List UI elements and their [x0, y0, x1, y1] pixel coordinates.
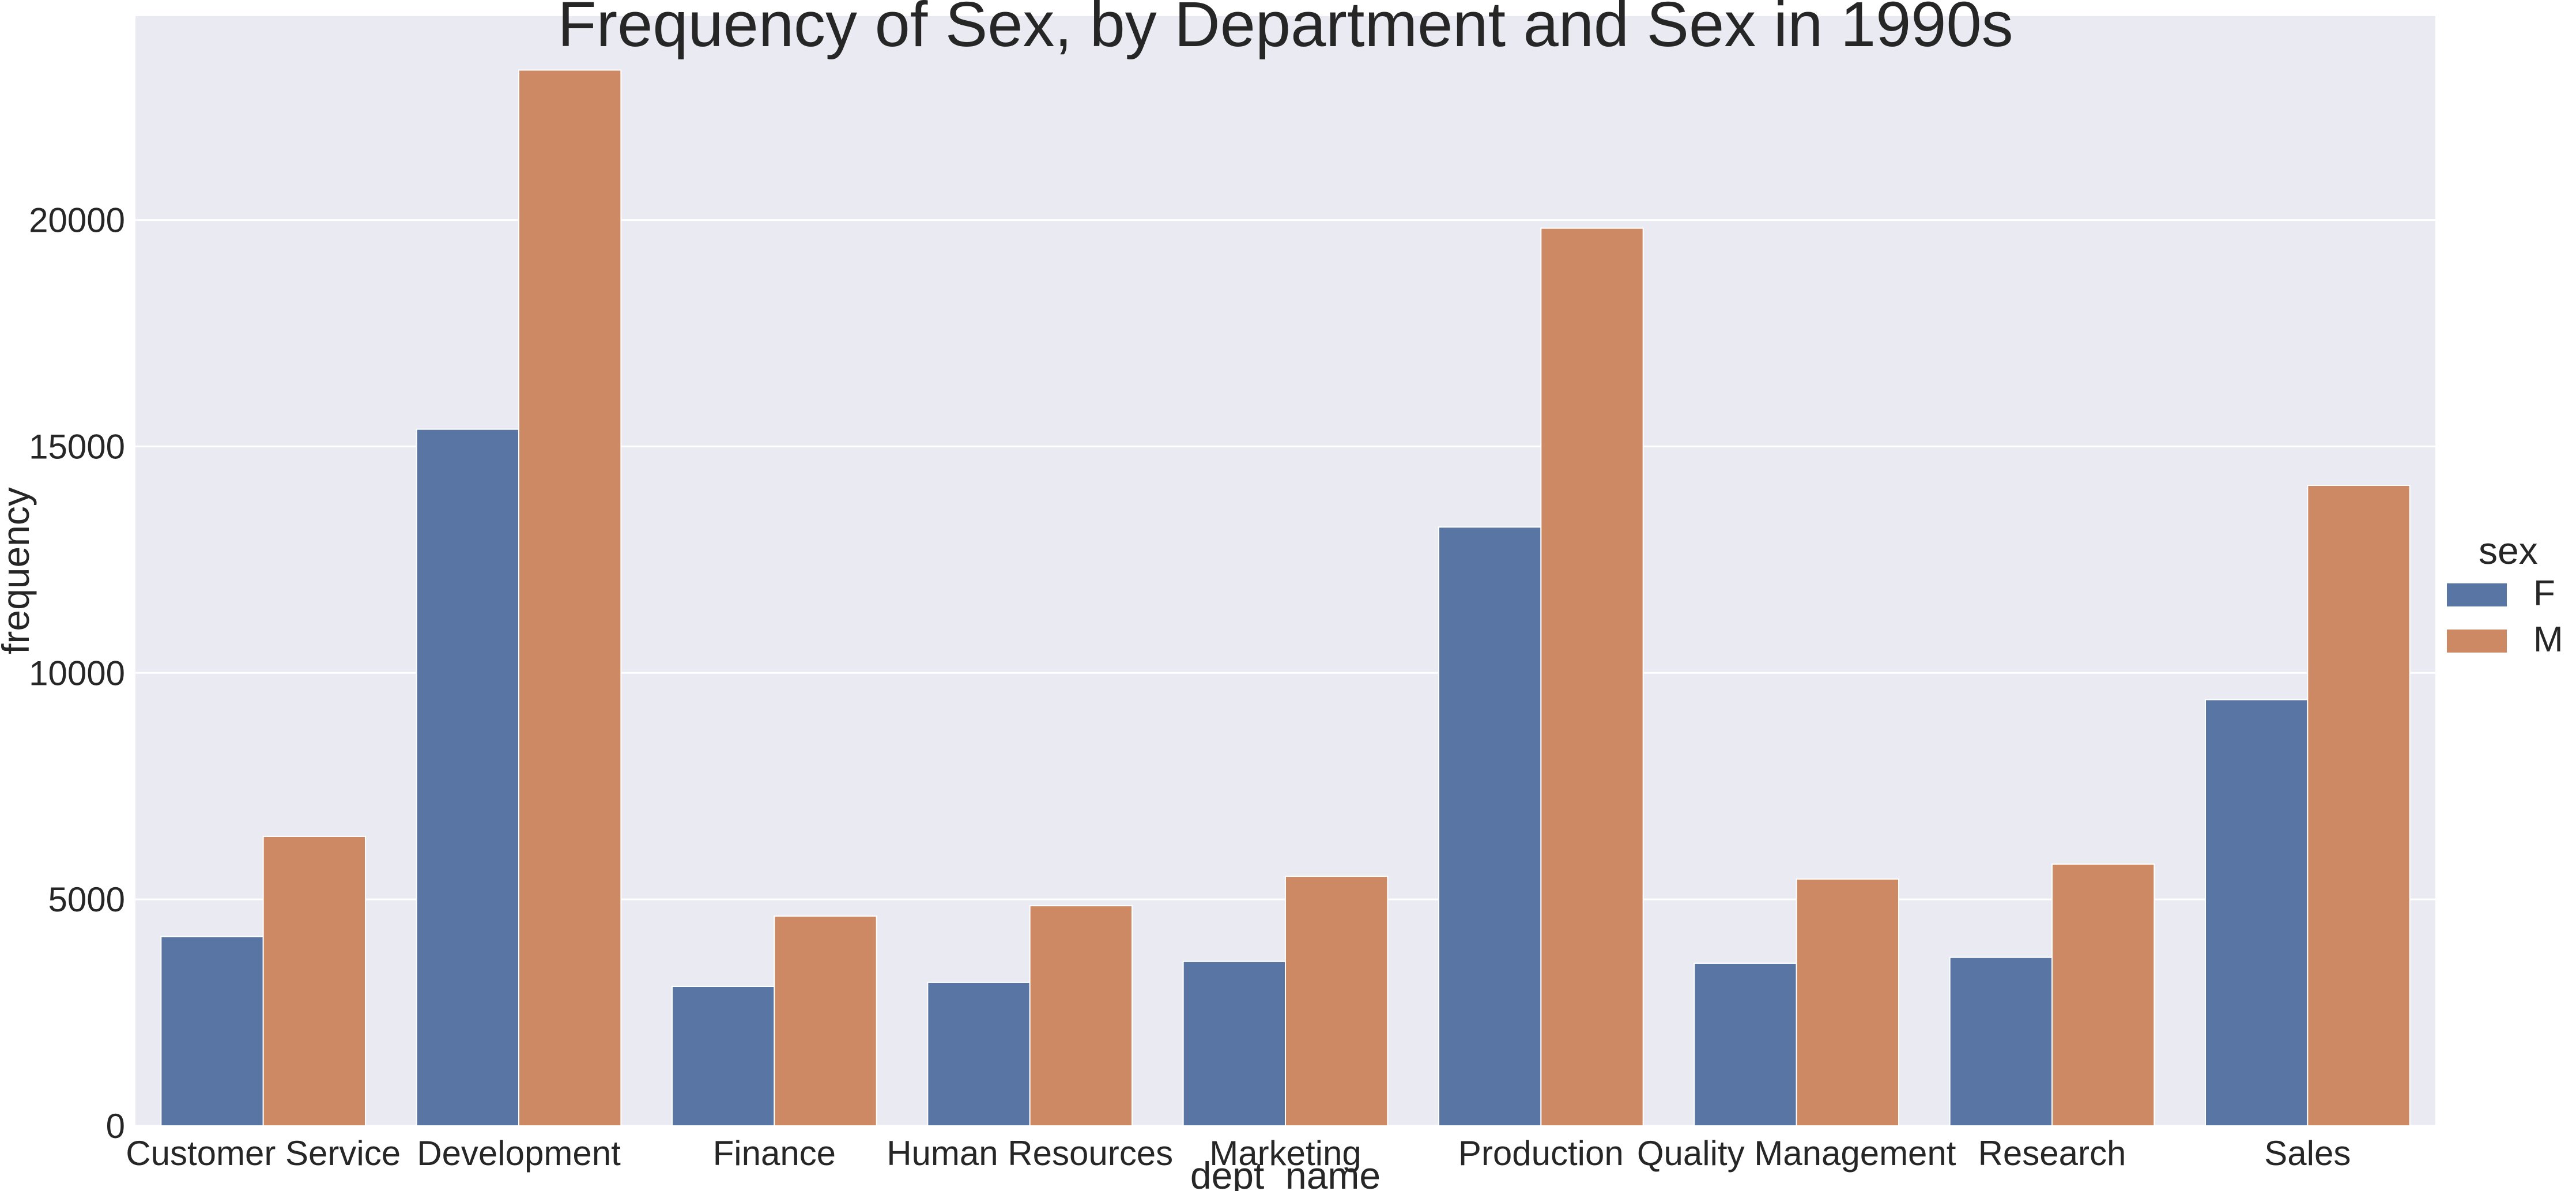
y-tick-label: 5000 — [48, 880, 125, 919]
bar-f-development — [416, 428, 520, 1126]
legend-label-f: F — [2533, 574, 2555, 613]
bar-f-marketing — [1182, 960, 1287, 1127]
bar-m-production — [1540, 227, 1644, 1127]
y-tick-label: 0 — [106, 1107, 125, 1145]
x-tick-label: Marketing — [1209, 1134, 1361, 1173]
bar-f-production — [1438, 526, 1542, 1126]
legend-swatch-m — [2447, 630, 2507, 653]
x-tick-label: Sales — [2264, 1134, 2351, 1173]
bar-m-customer-service — [262, 835, 366, 1127]
y-axis-label: frequency — [0, 487, 37, 654]
bars — [160, 69, 2411, 1127]
x-tick-label: Production — [1458, 1134, 1624, 1173]
legend-swatch-f — [2447, 583, 2507, 606]
y-tick-label: 20000 — [29, 201, 125, 240]
y-tick-labels: 0 5000 10000 15000 20000 — [29, 201, 125, 1145]
bar-f-sales — [2205, 699, 2309, 1126]
legend: sex FM — [2447, 529, 2563, 659]
bar-m-research — [2051, 863, 2155, 1127]
x-tick-label: Human Resources — [887, 1134, 1173, 1173]
y-tick-label: 10000 — [29, 654, 125, 692]
x-tick-label: Customer Service — [126, 1134, 401, 1173]
chart-title: Frequency of Sex, by Department and Sex … — [557, 0, 2013, 60]
bar-f-quality-management — [1694, 962, 1797, 1127]
bar-m-sales — [2307, 485, 2411, 1126]
bar-m-finance — [774, 915, 877, 1126]
y-tick-label: 15000 — [29, 427, 125, 466]
legend-title: sex — [2479, 529, 2538, 572]
bar-f-research — [1949, 956, 2053, 1126]
legend-label-m: M — [2533, 620, 2563, 659]
x-tick-label: Research — [1978, 1134, 2126, 1173]
x-tick-label: Development — [417, 1134, 621, 1173]
bar-m-human-resources — [1029, 905, 1133, 1126]
x-tick-label: Finance — [713, 1134, 836, 1173]
bar-m-development — [518, 69, 622, 1126]
x-tick-label: Quality Management — [1637, 1134, 1956, 1173]
bar-f-customer-service — [160, 936, 264, 1126]
bar-m-quality-management — [1796, 878, 1900, 1127]
x-axis-label: dept_name — [1190, 1154, 1381, 1191]
x-tick-labels: Customer Service Development Finance Human … — [126, 1134, 2351, 1173]
bar-f-finance — [672, 986, 775, 1126]
bar-f-human-resources — [927, 981, 1031, 1127]
bar-m-marketing — [1285, 876, 1389, 1126]
